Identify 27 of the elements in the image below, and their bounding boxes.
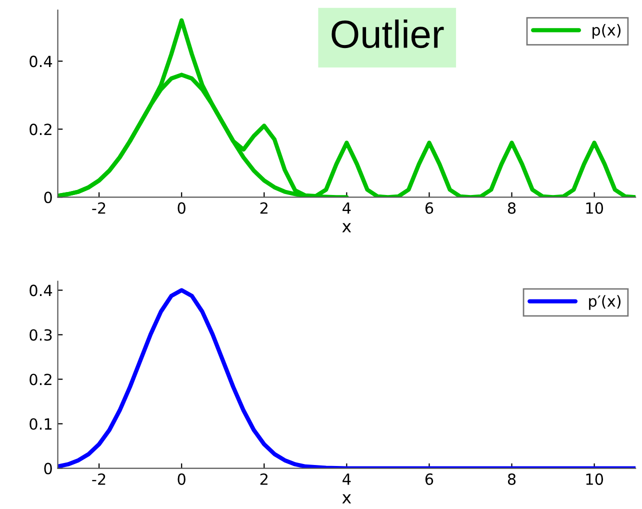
y-tick-label: 0 [44,192,52,204]
y-tick-label: 0.4 [30,56,52,68]
legend-label: p(x) [592,24,621,39]
x-tick-label: -2 [92,202,106,214]
y-tick-label: 0.1 [30,418,52,430]
x-tick-label: 4 [342,202,351,214]
x-tick-label: 2 [260,473,268,485]
x-axis-title: x [342,223,352,232]
annotation: Outlier [332,20,444,48]
x-tick-label: 8 [508,473,516,485]
x-tick-label: 10 [586,202,604,214]
y-tick-label: 0 [44,462,52,474]
x-tick-label: 0 [178,473,186,485]
x-tick-label: 2 [260,202,268,214]
x-tick-label: 8 [508,202,516,214]
y-tick-label: 0.2 [30,124,52,136]
x-axis-title: x [342,494,352,504]
x-tick-label: 4 [342,474,351,485]
x-tick-label: 10 [586,473,604,485]
x-tick-label: 6 [425,202,434,214]
y-tick-label: 0.3 [30,329,52,341]
legend-label: p′(x) [589,295,621,310]
y-tick-label: 0.4 [30,284,52,296]
y-tick-label: 0.2 [30,374,52,386]
x-tick-label: 0 [178,202,186,214]
x-tick-label: 6 [425,473,434,485]
x-tick-label: -2 [92,473,106,485]
